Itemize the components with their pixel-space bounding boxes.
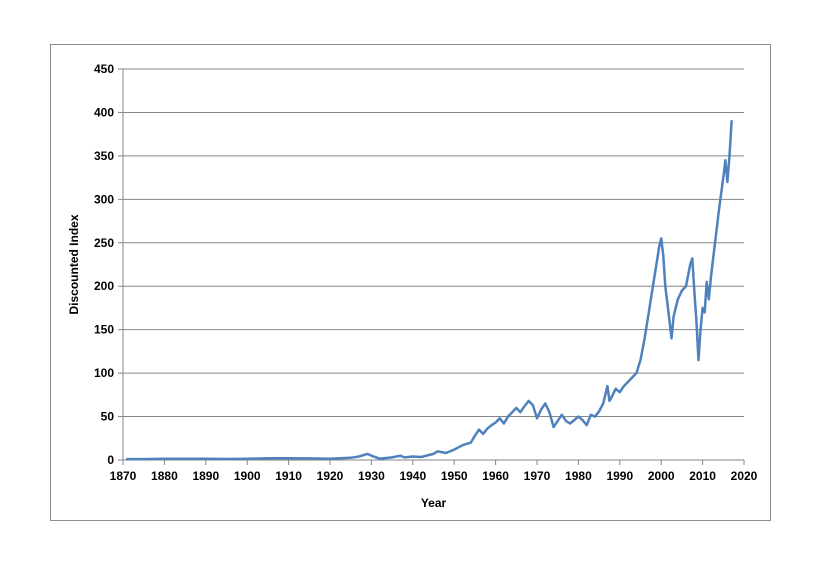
x-tick-label: 2010 (689, 469, 716, 483)
x-axis-title: Year (421, 496, 447, 510)
y-tick-label: 350 (94, 149, 114, 163)
x-tick-label: 1970 (524, 469, 551, 483)
x-tick-label: 1880 (151, 469, 178, 483)
y-tick-label: 150 (94, 323, 114, 337)
y-tick-label: 200 (94, 279, 114, 293)
x-tick-label: 1920 (317, 469, 344, 483)
series-line (125, 119, 733, 461)
x-tick-label: 1950 (441, 469, 468, 483)
tick-labels: 0 50 100 150 200 250 300 350 400 450 1870 1880 1890 1… (94, 62, 758, 483)
x-tick-label: 1890 (192, 469, 219, 483)
y-tick-label: 0 (107, 453, 114, 467)
x-tick-label: 1980 (565, 469, 592, 483)
x-tick-label: 2000 (648, 469, 675, 483)
y-tick-label: 300 (94, 192, 114, 206)
y-tick-label: 50 (101, 410, 115, 424)
axes (118, 68, 745, 465)
y-tick-label: 400 (94, 105, 114, 119)
x-tick-label: 1870 (110, 469, 137, 483)
x-tick-label: 1900 (234, 469, 261, 483)
x-tick-label: 1910 (275, 469, 302, 483)
series-layer (125, 119, 733, 461)
gridlines (123, 68, 744, 418)
x-tick-label: 1990 (606, 469, 633, 483)
y-tick-label: 250 (94, 236, 114, 250)
x-tick-label: 1930 (358, 469, 385, 483)
y-tick-label: 450 (94, 62, 114, 76)
y-axis-title: Discounted Index (67, 214, 81, 314)
chart-frame: 0 50 100 150 200 250 300 350 400 450 1870 1880 1890 1… (50, 44, 771, 521)
x-tick-label: 1960 (482, 469, 509, 483)
x-tick-label: 2020 (731, 469, 758, 483)
x-tick-label: 1940 (399, 469, 426, 483)
line-chart: 0 50 100 150 200 250 300 350 400 450 1870 1880 1890 1… (67, 62, 758, 510)
y-tick-label: 100 (94, 366, 114, 380)
